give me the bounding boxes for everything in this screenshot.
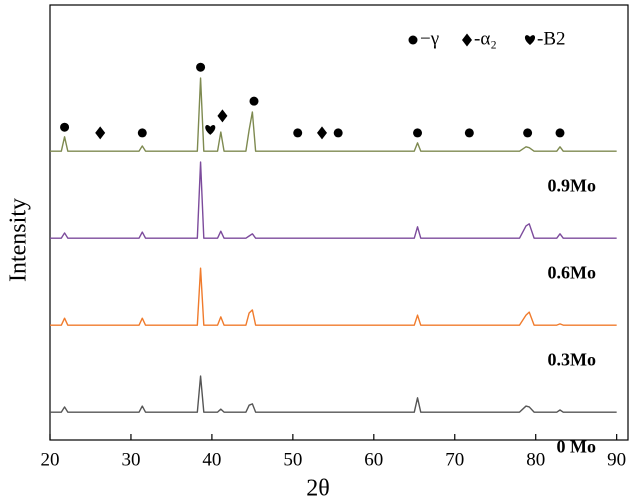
phase-marker [523,128,533,138]
x-tick-label: 70 [445,449,464,470]
phase-marker [196,62,206,72]
x-tick-label: 50 [283,449,302,470]
x-tick-label: 20 [41,449,60,470]
y-axis-title: Intensity [6,198,32,282]
plot-frame [49,4,629,441]
phase-marker [60,122,70,132]
phase-marker [555,128,565,138]
phase-marker [333,128,343,138]
x-axis-title: 2θ [306,476,330,502]
phase-marker [205,124,216,135]
x-tick-label: 90 [607,449,626,470]
xrd-pattern [50,267,617,326]
phase-marker [317,126,327,140]
legend-label: -B2 [537,28,566,49]
legend-label: −γ [420,28,439,49]
phase-marker [217,109,228,123]
xrd-pattern [50,375,617,413]
xrd-pattern [50,161,617,239]
x-tick-label: 60 [364,449,383,470]
x-tick-label: 40 [202,449,221,470]
series-label: 0.9Mo [548,175,597,195]
series-label: 0.3Mo [548,349,597,369]
legend-symbol [408,35,418,45]
phase-marker [249,96,259,106]
phase-marker [137,128,147,138]
xrd-pattern [50,77,617,152]
x-tick-label: 30 [121,449,140,470]
legend-symbol [462,33,472,47]
legend-symbol [524,35,536,45]
phase-marker [95,126,106,140]
phase-marker [413,128,423,138]
series-label: 0 Mo [557,436,597,456]
legend-label: -α₂ [474,28,497,49]
phase-marker [464,128,474,138]
phase-marker [293,128,303,138]
x-tick-label: 80 [526,449,545,470]
series-label: 0.6Mo [548,262,597,282]
